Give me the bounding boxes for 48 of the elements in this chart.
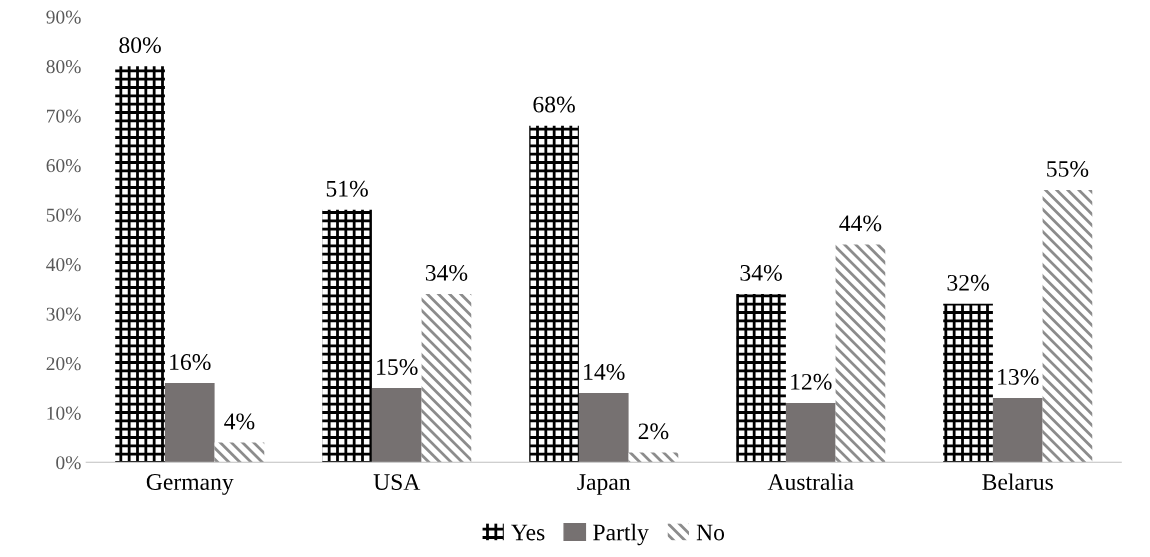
bar [578,392,629,463]
y-tick-label: 80% [46,60,81,74]
bar [421,293,472,463]
data-label: 44% [839,215,882,232]
y-tick-label: 30% [46,307,81,321]
legend-label: Partly [593,523,649,546]
bar [835,244,886,463]
data-label: 2% [638,423,669,440]
data-label: 32% [947,274,989,291]
data-label: 12% [791,373,832,390]
bar [785,402,836,463]
bar [628,452,679,463]
y-tick-label: 40% [46,258,81,272]
y-tick-label: 10% [47,406,81,420]
data-label: 80% [119,37,161,54]
bar [736,293,786,463]
bar [371,388,422,463]
y-tick-label: 90% [46,10,81,24]
bar [322,209,372,463]
bar [992,397,1043,463]
x-tick-label: Australia [767,473,854,491]
legend-label: Yes [511,524,545,541]
x-tick-label: Belarus [982,473,1053,491]
data-label: 15% [377,358,418,375]
y-tick-label: 60% [46,159,81,173]
data-label: 4% [224,413,255,430]
bar [214,442,265,463]
bar [164,383,215,463]
data-label: 34% [425,264,468,281]
data-label: 34% [740,264,782,281]
bar [529,125,579,463]
data-label: 68% [533,96,575,113]
y-tick-label: 70% [47,109,81,123]
data-label: 13% [998,368,1039,385]
bar [115,66,165,463]
bar [943,303,993,463]
y-tick-label: 50% [46,208,81,222]
x-tick-label: Germany [146,474,234,495]
legend-label: No [696,524,725,541]
data-label: 14% [584,363,625,380]
x-tick-label: USA [373,474,421,491]
data-label: 55% [1047,160,1089,177]
data-label: 16% [170,354,211,371]
data-label: 51% [326,180,368,197]
y-tick-label: 20% [46,357,81,371]
bar [1042,190,1093,463]
x-tick-label: Japan [577,474,631,495]
y-tick-label: 0% [56,456,81,470]
